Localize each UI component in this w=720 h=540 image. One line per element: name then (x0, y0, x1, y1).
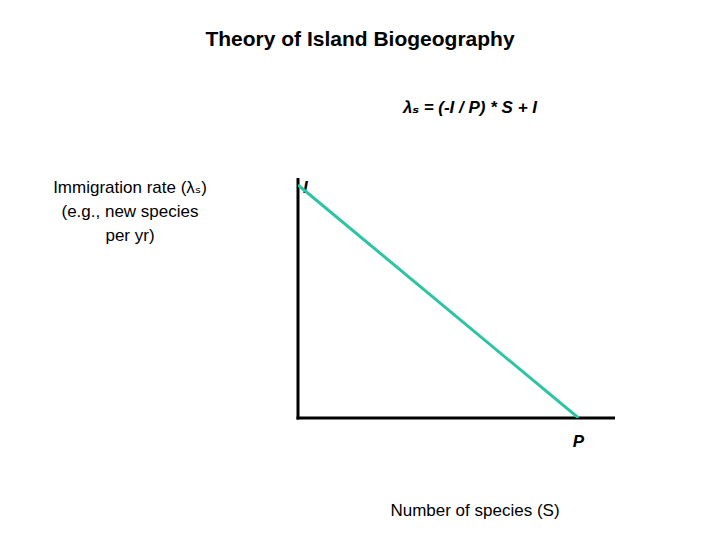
x-axis (297, 417, 616, 420)
x-axis-label: Number of species (S) (390, 501, 559, 520)
formula: λₛ = (-I / P) * S + I (402, 98, 538, 117)
chart: Theory of Island Biogeography λₛ = (-I / … (0, 0, 720, 540)
y-axis-label: Immigration rate (λₛ) (53, 178, 207, 197)
data-line (298, 185, 579, 418)
plot-area (298, 185, 579, 418)
y-axis-label: (e.g., new species (61, 202, 198, 221)
title: Theory of Island Biogeography (205, 27, 515, 50)
y-axis (297, 178, 300, 420)
x-tick-label: P (573, 432, 585, 451)
y-axis-label: per yr) (105, 226, 154, 245)
